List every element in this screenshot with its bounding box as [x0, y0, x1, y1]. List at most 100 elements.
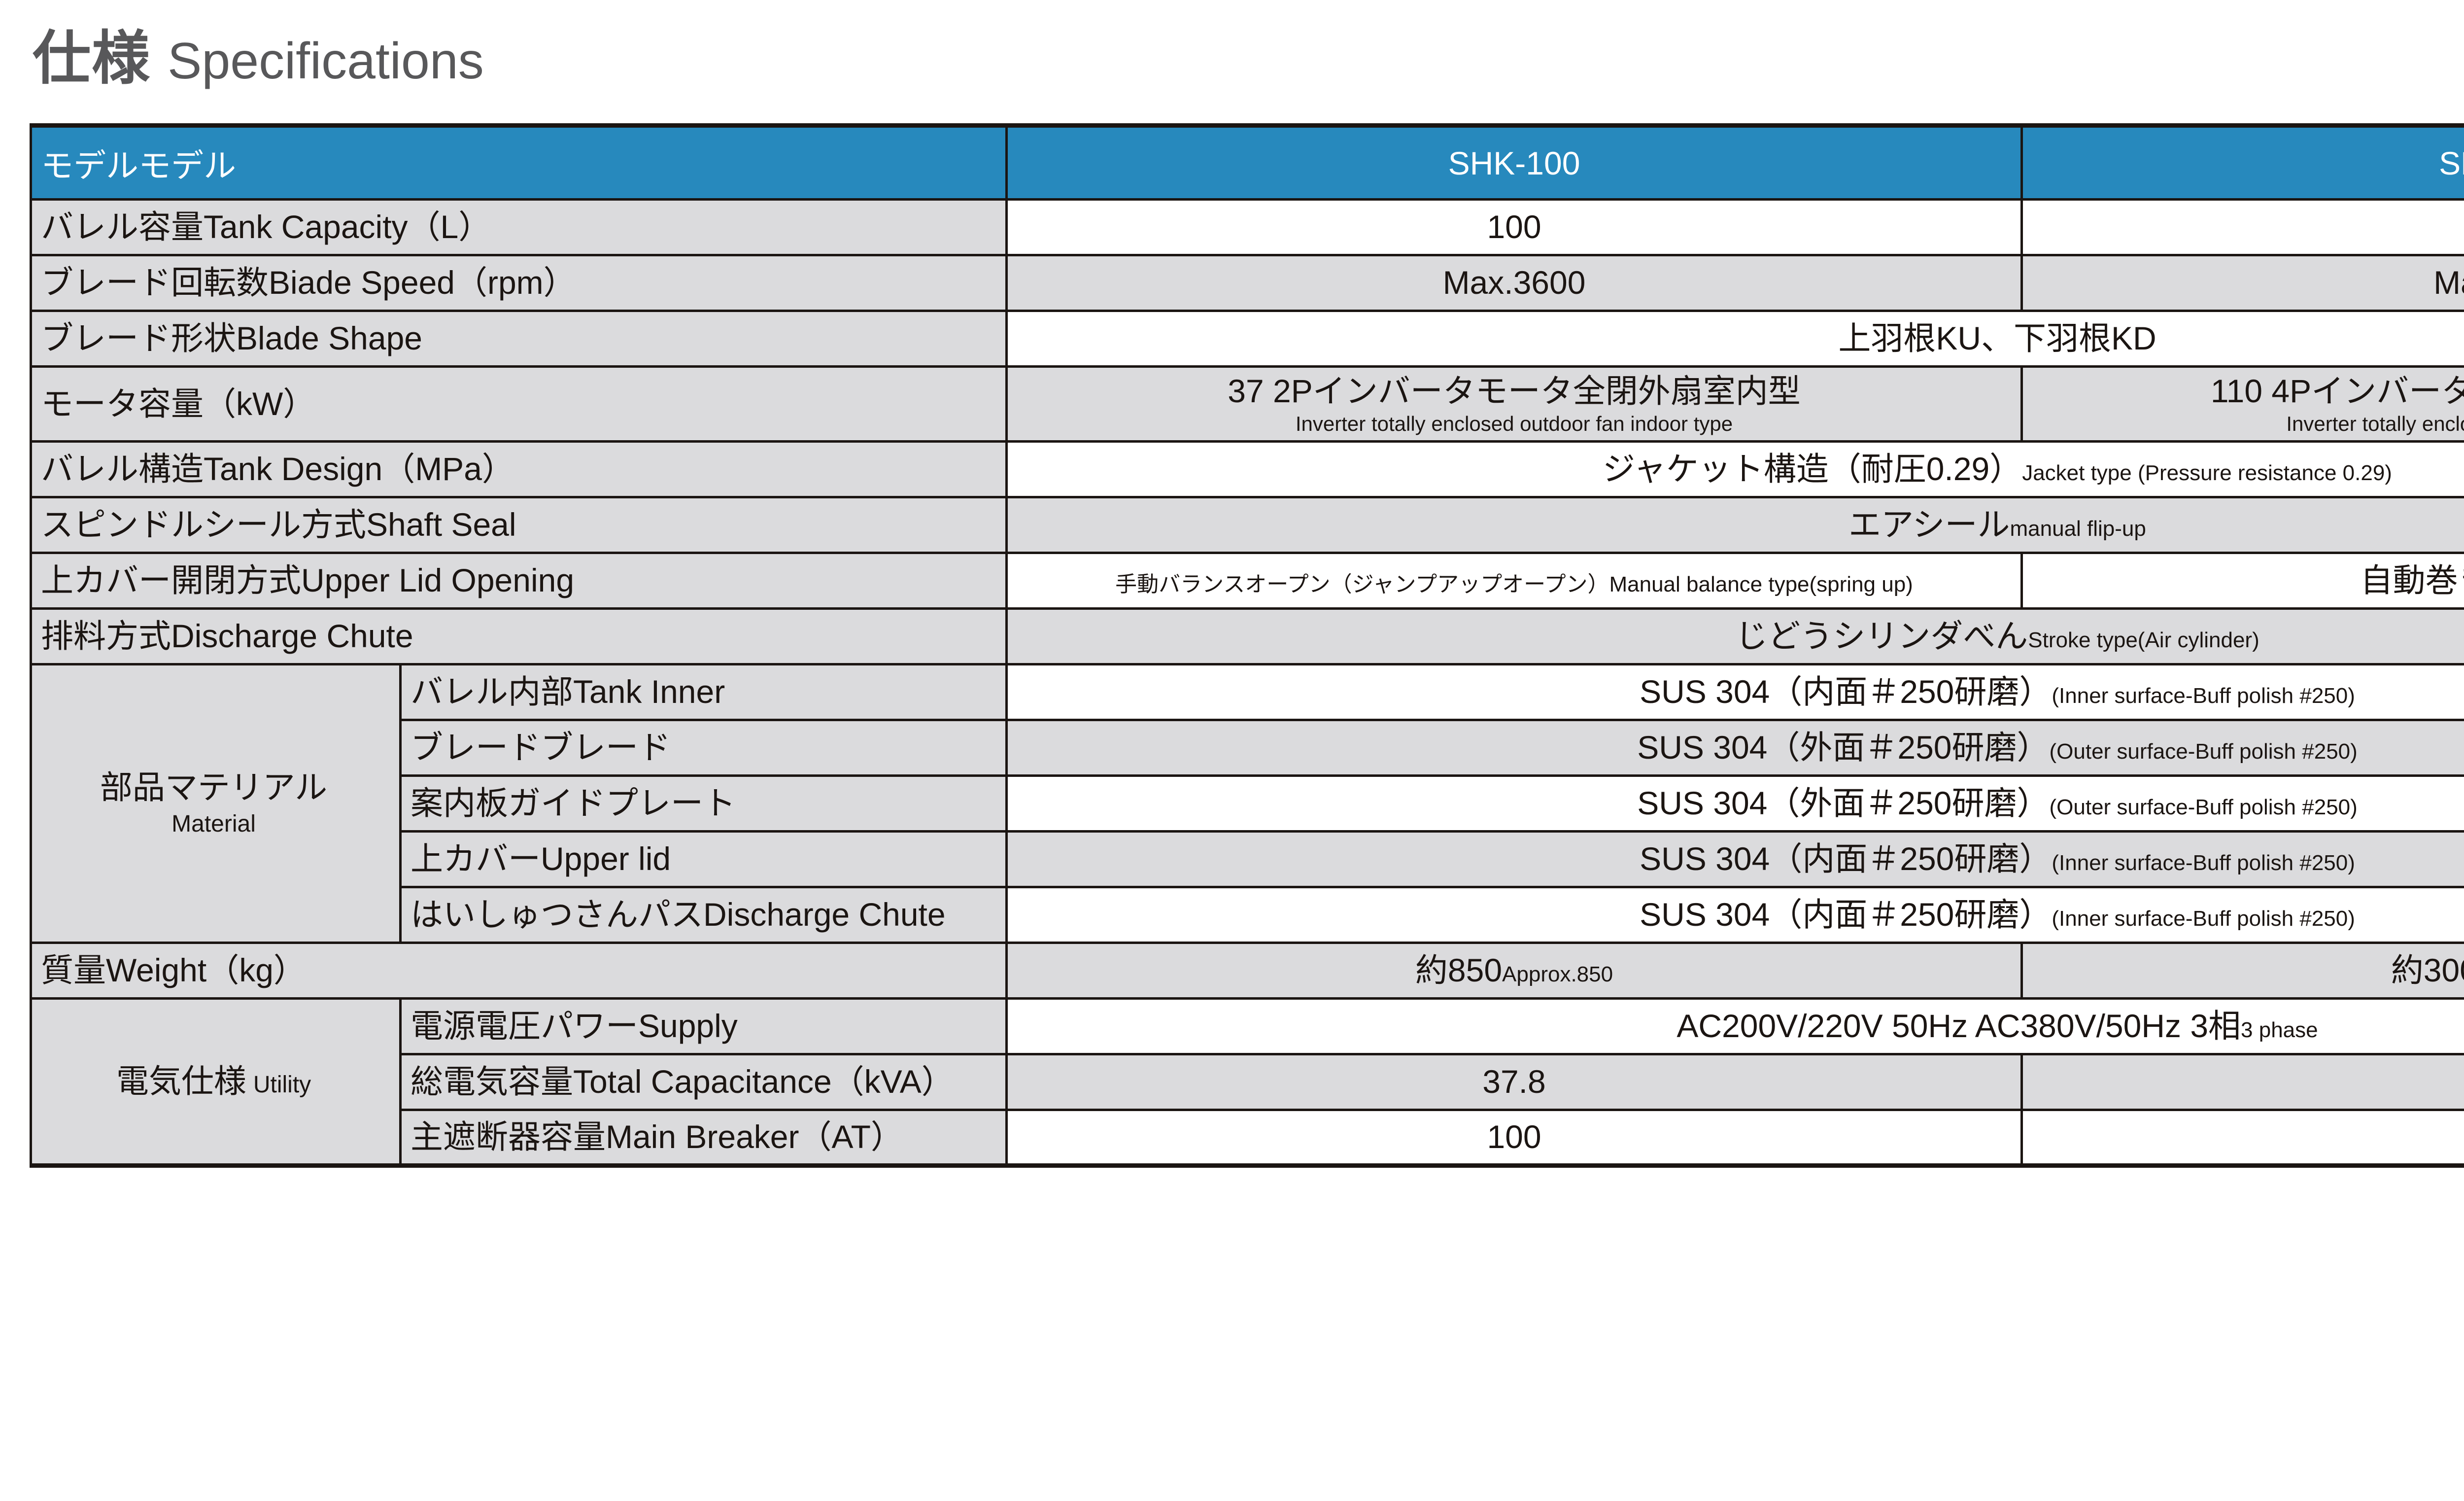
cell-material-upper-lid-value: SUS 304（内面＃250研磨）(Inner surface-Buff pol…: [1005, 830, 2464, 888]
specifications-table: モデルモデル SHK-100 SHK-300 バレル容量Tank Capacit…: [30, 123, 2464, 1168]
material-guide-plate-jp: SUS 304（外面＃250研磨）: [1637, 785, 2050, 822]
cell-tank-capacity-shk100: 100: [1005, 198, 2023, 256]
table-row-motor-capacity: モータ容量（kW） 37 2Pインバータモータ全閉外扇室内型 Inverter …: [30, 365, 2464, 443]
row-label-blade-speed: ブレード回転数Biade Speed（rpm）: [30, 254, 1008, 312]
material-blade-en: (Outer surface-Buff polish #250): [2049, 739, 2358, 764]
cell-weight-shk100: 約850Approx.850: [1005, 942, 2023, 1000]
header-cell-model-label: モデルモデル: [30, 124, 1008, 201]
material-discharge-chute-en: (Inner surface-Buff polish #250): [2052, 907, 2355, 931]
cell-motor-capacity-shk100: 37 2Pインバータモータ全閉外扇室内型 Inverter totally en…: [1005, 365, 2023, 443]
material-group-en: Material: [171, 811, 256, 838]
cell-material-tank-inner-value: SUS 304（内面＃250研磨）(Inner surface-Buff pol…: [1005, 663, 2464, 721]
tank-design-en: Jacket type (Pressure resistance 0.29): [2022, 461, 2392, 486]
cell-power-supply-value: AC200V/220V 50Hz AC380V/50Hz 3相3 phase: [1005, 997, 2464, 1055]
material-group-jp: 部品マテリアル: [100, 769, 328, 806]
row-sublabel-tank-inner: バレル内部Tank Inner: [399, 663, 1008, 721]
cell-upper-lid-shk300: 自動巻き上げFlip-up lid: [2020, 552, 2464, 610]
header-cell-model-1: SHK-100: [1005, 124, 2023, 201]
row-sublabel-main-breaker: 主遮断器容量Main Breaker（AT）: [399, 1109, 1008, 1167]
header-cell-model-2: SHK-300: [2020, 124, 2464, 201]
cell-blade-shape-value: 上羽根KU、下羽根KD: [1005, 310, 2464, 368]
upper-lid-shk100-jp: 手動バランスオープン（ジャンプアップオープン）: [1115, 572, 1609, 597]
motor-capacity-shk300-jp: 110 4Pインバータモータ全閉外扇室内型: [2210, 372, 2464, 409]
row-sublabel-guide-plate: 案内板ガイドプレート: [399, 774, 1008, 833]
table-row-material-upper-lid: 上カバーUpper lid SUS 304（内面＃250研磨）(Inner su…: [31, 830, 2464, 888]
table-row-upper-lid-opening: 上カバー開閉方式Upper Lid Opening 手動バランスオープン（ジャン…: [30, 552, 2464, 610]
material-tank-inner-en: (Inner surface-Buff polish #250): [2052, 684, 2355, 708]
cell-tank-design-value: ジャケット構造（耐圧0.29）Jacket type (Pressure res…: [1005, 440, 2464, 498]
row-label-tank-capacity: バレル容量Tank Capacity（L）: [30, 198, 1008, 256]
material-upper-lid-en: (Inner surface-Buff polish #250): [2052, 851, 2355, 875]
cell-blade-speed-shk300: Max.2400: [2020, 254, 2464, 312]
material-discharge-chute-jp: SUS 304（内面＃250研磨）: [1640, 896, 2052, 933]
motor-capacity-shk300-en: Inverter totally enclosed outdoor fan in…: [2286, 412, 2464, 435]
table-row-shaft-seal: スピンドルシール方式Shaft Seal エアシールmanual flip-up: [30, 496, 2464, 554]
table-row-material-discharge-chute: はいしゅつさんパスDischarge Chute SUS 304（内面＃250研…: [31, 886, 2464, 944]
material-upper-lid-jp: SUS 304（内面＃250研磨）: [1640, 840, 2052, 877]
table-row-material-blade: ブレードブレード SUS 304（外面＃250研磨）(Outer surface…: [31, 719, 2464, 777]
page-title-en: Specifications: [168, 33, 484, 90]
row-label-weight: 質量Weight（kg）: [30, 942, 1008, 1000]
cell-total-capacitance-shk300: 111: [2020, 1053, 2464, 1111]
table-row-discharge-chute: 排料方式Discharge Chute じどうシリンダべんStroke type…: [30, 607, 2464, 665]
row-sublabel-blade: ブレードブレード: [399, 719, 1008, 777]
table-row-material-guide-plate: 案内板ガイドプレート SUS 304（外面＃250研磨）(Outer surfa…: [31, 774, 2464, 833]
discharge-chute-en: Stroke type(Air cylinder): [2028, 628, 2259, 653]
cell-material-blade-value: SUS 304（外面＃250研磨）(Outer surface-Buff pol…: [1005, 719, 2464, 777]
shaft-seal-en: manual flip-up: [2010, 517, 2146, 541]
table-row-power-supply: 電気仕様 Utility 電源電圧パワーSupply AC200V/220V 50…: [30, 997, 2464, 1167]
material-blade-jp: SUS 304（外面＃250研磨）: [1637, 729, 2050, 766]
table-row-tank-capacity: バレル容量Tank Capacity（L） 100 300: [30, 198, 2464, 256]
cell-upper-lid-shk100: 手動バランスオープン（ジャンプアップオープン）Manual balance ty…: [1005, 552, 2023, 610]
row-label-discharge-chute: 排料方式Discharge Chute: [30, 607, 1008, 665]
cell-tank-capacity-shk300: 300: [2020, 198, 2464, 256]
page-title-jp: 仕様: [33, 26, 151, 91]
row-label-utility-group: 電気仕様 Utility: [30, 997, 402, 1167]
motor-capacity-shk100-jp: 37 2Pインバータモータ全閉外扇室内型: [1228, 372, 1801, 409]
power-supply-jp: AC200V/220V 50Hz AC380V/50Hz 3相: [1677, 1008, 2241, 1045]
table-header-row: モデルモデル SHK-100 SHK-300: [30, 124, 2464, 201]
table-row-tank-design: バレル構造Tank Design（MPa） ジャケット構造（耐圧0.29）Jac…: [30, 440, 2464, 498]
row-label-upper-lid-opening: 上カバー開閉方式Upper Lid Opening: [30, 552, 1008, 610]
cell-material-guide-plate-value: SUS 304（外面＃250研磨）(Outer surface-Buff pol…: [1005, 774, 2464, 833]
utility-group-en: Utility: [253, 1072, 311, 1098]
cell-main-breaker-shk300: 250: [2020, 1109, 2464, 1167]
table-row-material-tank-inner: 部品マテリアル Material バレル内部Tank Inner SUS 304…: [30, 663, 2464, 944]
power-supply-en: 3 phase: [2241, 1018, 2318, 1043]
row-sublabel-power-supply: 電源電圧パワーSupply: [399, 997, 1008, 1055]
row-sublabel-discharge-chute: はいしゅつさんパスDischarge Chute: [399, 886, 1008, 944]
material-tank-inner-jp: SUS 304（内面＃250研磨）: [1640, 673, 2052, 710]
material-guide-plate-en: (Outer surface-Buff polish #250): [2049, 795, 2358, 820]
cell-main-breaker-shk100: 100: [1005, 1109, 2023, 1167]
row-sublabel-total-capacitance: 総電気容量Total Capacitance（kVA）: [399, 1053, 1008, 1111]
upper-lid-shk300-jp: 自動巻き上げ: [2360, 562, 2464, 599]
utility-group-jp: 電気仕様: [116, 1063, 246, 1100]
discharge-chute-jp: じどうシリンダべん: [1735, 618, 2028, 655]
weight-shk100-en: Approx.850: [1502, 962, 1613, 987]
table-row-blade-speed: ブレード回転数Biade Speed（rpm） Max.3600 Max.240…: [30, 254, 2464, 312]
cell-shaft-seal-value: エアシールmanual flip-up: [1005, 496, 2464, 554]
cell-blade-speed-shk100: Max.3600: [1005, 254, 2023, 312]
weight-shk100-jp: 約850: [1415, 952, 1503, 989]
tank-design-jp: ジャケット構造（耐圧0.29）: [1603, 451, 2022, 488]
weight-shk300-jp: 約3000: [2391, 952, 2464, 989]
row-label-blade-shape: ブレード形状Blade Shape: [30, 310, 1008, 368]
cell-weight-shk300: 約3000Approx.3000: [2020, 942, 2464, 1000]
row-label-shaft-seal: スピンドルシール方式Shaft Seal: [30, 496, 1008, 554]
cell-discharge-chute-value: じどうシリンダべんStroke type(Air cylinder): [1005, 607, 2464, 665]
cell-total-capacitance-shk100: 37.8: [1005, 1053, 2023, 1111]
upper-lid-shk100-en: Manual balance type(spring up): [1609, 572, 1913, 597]
row-sublabel-upper-lid: 上カバーUpper lid: [399, 830, 1008, 888]
page-title: 仕様 Specifications: [30, 0, 2464, 123]
row-label-tank-design: バレル構造Tank Design（MPa）: [30, 440, 1008, 498]
table-row-total-capacitance: 総電気容量Total Capacitance（kVA） 37.8 111: [31, 1053, 2464, 1111]
row-label-material-group: 部品マテリアル Material: [30, 663, 402, 944]
cell-material-discharge-chute-value: SUS 304（内面＃250研磨）(Inner surface-Buff pol…: [1005, 886, 2464, 944]
table-row-weight: 質量Weight（kg） 約850Approx.850 約3000Approx.…: [30, 942, 2464, 1000]
shaft-seal-jp: エアシール: [1848, 506, 2010, 543]
table-row-blade-shape: ブレード形状Blade Shape 上羽根KU、下羽根KD: [30, 310, 2464, 368]
table-row-main-breaker: 主遮断器容量Main Breaker（AT） 100 250: [31, 1109, 2464, 1167]
motor-capacity-shk100-en: Inverter totally enclosed outdoor fan in…: [1295, 412, 1733, 435]
row-label-motor-capacity: モータ容量（kW）: [30, 365, 1008, 443]
